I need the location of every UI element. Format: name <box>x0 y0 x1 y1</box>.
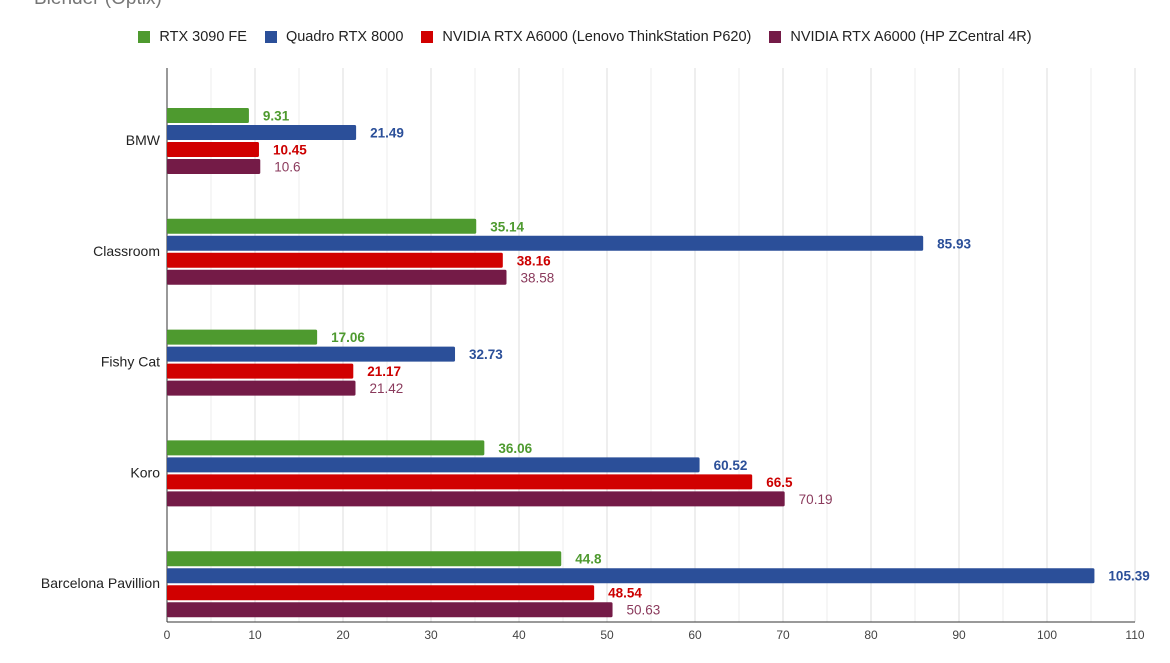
bar <box>167 602 613 618</box>
data-label: 105.39 <box>1108 569 1149 584</box>
data-label: 21.17 <box>367 364 401 379</box>
bar <box>167 568 1095 584</box>
data-label: 36.06 <box>498 441 532 456</box>
bar <box>167 252 503 268</box>
x-tick-label: 10 <box>248 628 262 642</box>
bar <box>167 585 595 601</box>
data-label: 10.45 <box>273 143 307 158</box>
legend-label: NVIDIA RTX A6000 (Lenovo ThinkStation P6… <box>442 29 752 45</box>
x-tick-label: 90 <box>952 628 966 642</box>
data-label: 21.42 <box>369 381 403 396</box>
x-tick-label: 50 <box>600 628 614 642</box>
legend: RTX 3090 FE Quadro RTX 8000 NVIDIA RTX A… <box>0 29 1170 45</box>
chart-title: Blender (Optix) <box>34 0 162 10</box>
bar <box>167 380 356 396</box>
x-tick-label: 80 <box>864 628 878 642</box>
bar <box>167 491 785 507</box>
legend-swatch <box>264 31 277 43</box>
data-label: 38.58 <box>521 270 555 285</box>
legend-item-a6000-lenovo: NVIDIA RTX A6000 (Lenovo ThinkStation P6… <box>421 29 751 45</box>
legend-swatch <box>421 31 434 43</box>
legend-swatch <box>769 31 782 43</box>
legend-item-quadro-8000: Quadro RTX 8000 <box>264 29 404 45</box>
x-tick-label: 110 <box>1125 628 1144 642</box>
x-tick-label: 60 <box>688 628 702 642</box>
bar <box>167 551 562 567</box>
legend-label: NVIDIA RTX A6000 (HP ZCentral 4R) <box>790 29 1032 45</box>
bar <box>167 329 318 345</box>
category-label: Fishy Cat <box>101 354 160 370</box>
data-label: 35.14 <box>490 219 524 234</box>
bar <box>167 235 924 251</box>
bar <box>167 440 485 456</box>
legend-label: Quadro RTX 8000 <box>285 29 404 45</box>
bar <box>167 142 259 157</box>
data-label: 32.73 <box>469 347 503 362</box>
data-label: 9.31 <box>263 109 290 124</box>
legend-item-a6000-hp: NVIDIA RTX A6000 (HP ZCentral 4R) <box>769 29 1032 45</box>
data-label: 17.06 <box>331 330 365 345</box>
x-tick-label: 70 <box>776 628 790 642</box>
data-label: 70.19 <box>799 492 833 507</box>
bar <box>167 363 354 379</box>
legend-label: RTX 3090 FE <box>159 29 247 45</box>
data-label: 10.6 <box>274 160 300 175</box>
bar <box>167 474 753 490</box>
x-tick-label: 30 <box>424 628 438 642</box>
x-tick-label: 100 <box>1037 628 1057 642</box>
bar <box>167 457 700 473</box>
category-label: Classroom <box>93 243 160 259</box>
x-tick-label: 40 <box>512 628 526 642</box>
data-label: 44.8 <box>575 552 602 567</box>
data-label: 60.52 <box>714 458 748 473</box>
legend-swatch <box>138 31 151 43</box>
bar <box>167 125 357 140</box>
data-label: 21.49 <box>370 126 404 141</box>
bar <box>167 108 249 123</box>
category-label: BMW <box>126 132 161 148</box>
bar <box>167 269 507 285</box>
x-tick-label: 0 <box>164 628 171 642</box>
bar <box>167 159 261 174</box>
category-label: Barcelona Pavillion <box>41 575 160 591</box>
bar <box>167 218 477 234</box>
x-tick-label: 20 <box>336 628 350 642</box>
data-label: 66.5 <box>766 475 793 490</box>
legend-item-rtx-3090: RTX 3090 FE <box>138 29 247 45</box>
data-label: 38.16 <box>517 253 551 268</box>
category-label: Koro <box>130 464 160 480</box>
data-label: 50.63 <box>627 603 661 618</box>
bar <box>167 346 456 362</box>
data-label: 85.93 <box>937 236 971 251</box>
data-label: 48.54 <box>608 586 642 601</box>
